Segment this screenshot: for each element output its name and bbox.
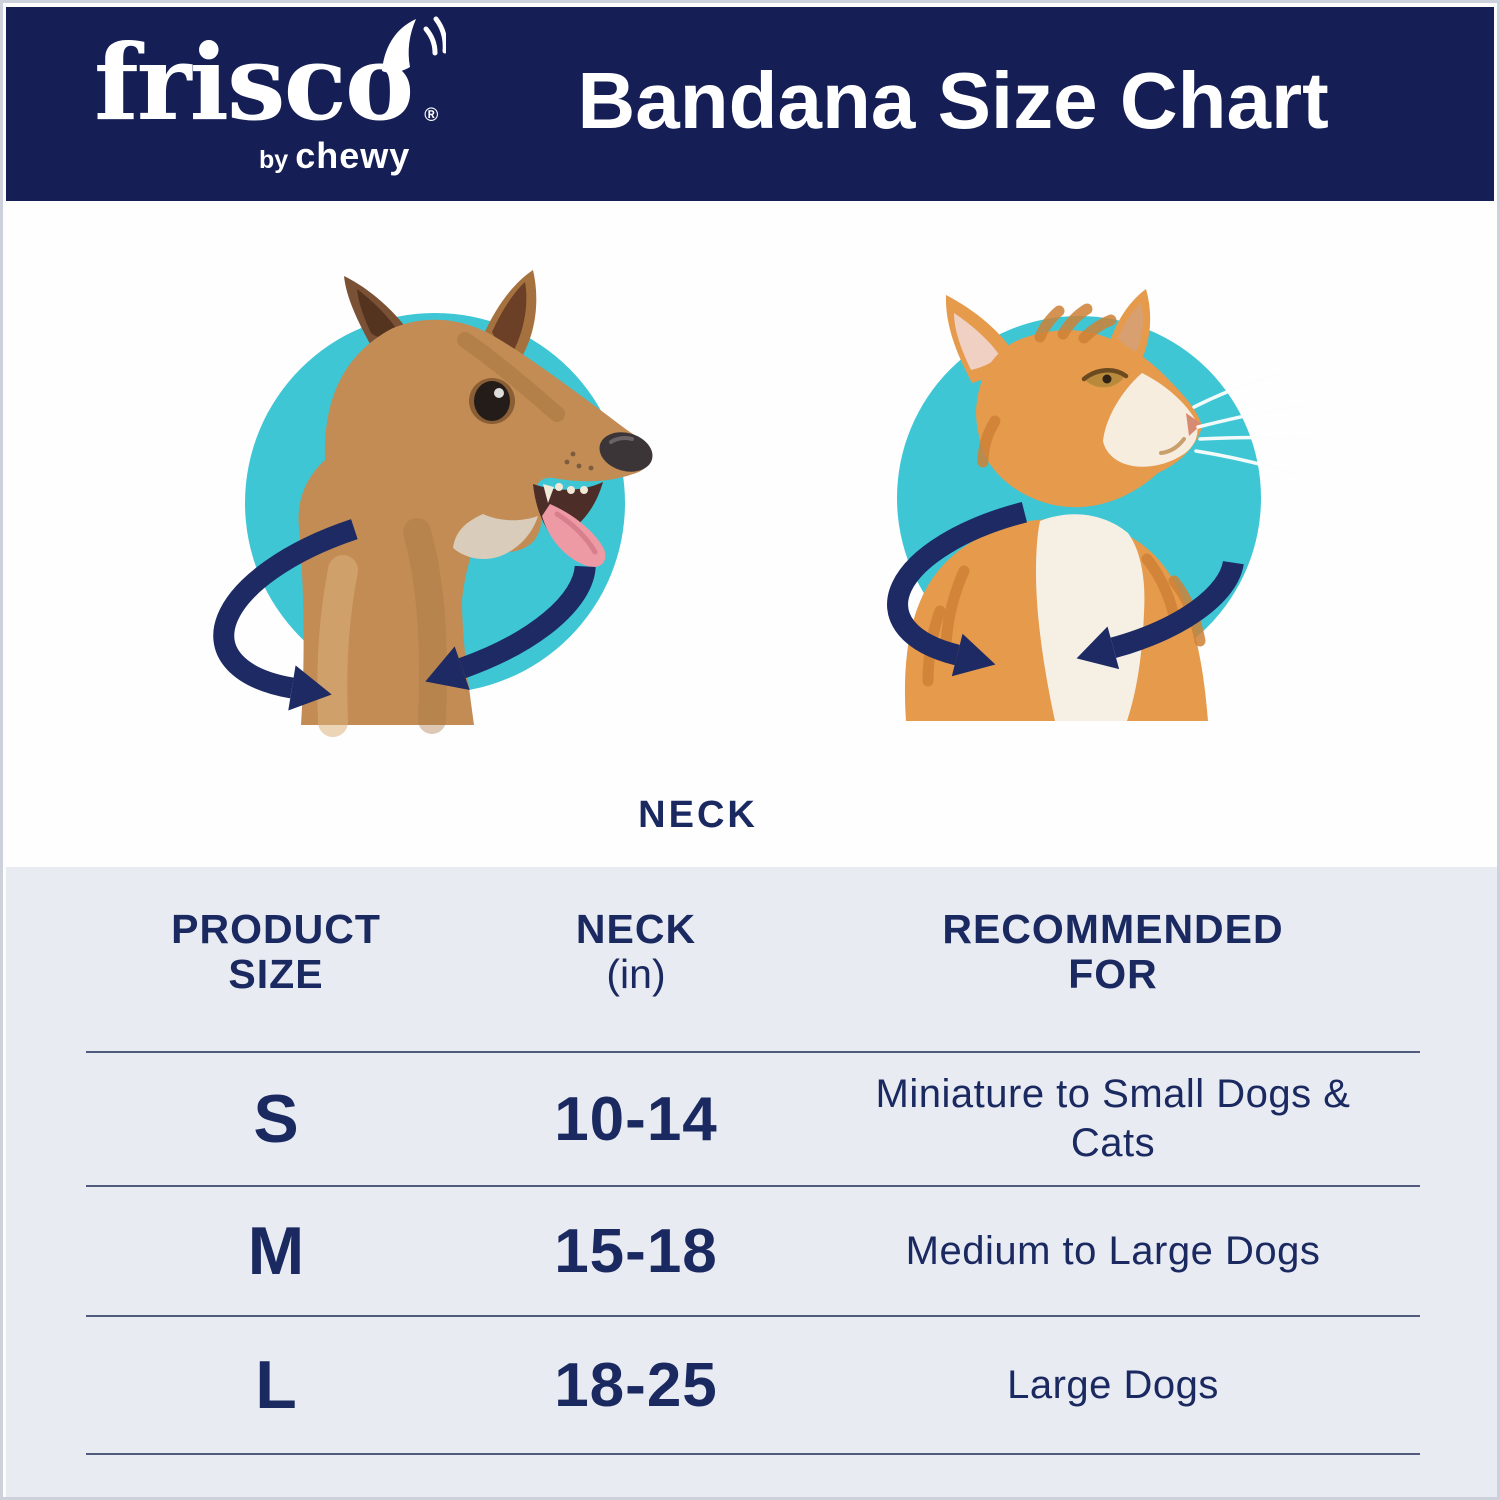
divider — [86, 1453, 1420, 1455]
cell-recommended-for: Large Dogs — [1007, 1362, 1219, 1407]
column-header-product-size: PRODUCT SIZE — [86, 907, 466, 997]
chewy-brand-text: chewy — [295, 135, 411, 176]
cell-recommended-for: Miniature to Small Dogs & Cats — [875, 1072, 1351, 1165]
frisco-tail-flick-icon — [382, 16, 447, 73]
dog-tongue — [542, 504, 606, 568]
cell-neck-range: 18-25 — [554, 1350, 718, 1420]
dog-photo-illustration — [213, 270, 653, 737]
dog-measure-figure: NECK — [165, 270, 755, 836]
cell-size: L — [255, 1347, 297, 1423]
divider — [86, 1315, 1420, 1317]
cell-recommended-for: Medium to Large Dogs — [905, 1228, 1321, 1273]
frisco-by-chewy-logo: frisco ® by chewy — [94, 16, 447, 177]
table-row-s: S 10-14 Miniature to Small Dogs & Cats — [86, 1053, 1420, 1185]
cat-photo-illustration — [887, 289, 1314, 721]
header: frisco ® by chewy Bandana Size Chart — [6, 7, 1494, 201]
table-row-m: M 15-18 Medium to Large Dogs — [86, 1187, 1420, 1315]
cat-measure-figure: NECK — [844, 281, 1324, 741]
header-line: RECOMMENDED — [942, 906, 1284, 952]
registered-trademark: ® — [424, 105, 439, 126]
by-chewy-byline: by chewy — [94, 135, 412, 177]
size-table: PRODUCT SIZE NECK (in) RECOMMENDED FOR S… — [6, 867, 1497, 1497]
dog-neck-label: NECK — [638, 794, 758, 836]
cell-size: S — [253, 1081, 299, 1157]
header-line: NECK — [575, 906, 697, 952]
table-row-l: L 18-25 Large Dogs — [86, 1317, 1420, 1453]
cat-head — [904, 289, 1314, 721]
cell-size: M — [247, 1213, 305, 1289]
neck-measure-arrows-icon — [887, 502, 1244, 677]
header-line: PRODUCT — [171, 906, 381, 952]
divider — [86, 1051, 1420, 1053]
cat-whiskers — [1192, 371, 1314, 477]
neck-measure-arrows-icon — [213, 519, 596, 711]
page-title: Bandana Size Chart — [577, 56, 1329, 145]
frisco-wordmark: frisco ® — [94, 16, 447, 135]
divider — [86, 1185, 1420, 1187]
dog-head — [298, 270, 653, 737]
column-header-neck-in: NECK (in) — [466, 907, 806, 997]
frisco-brand-text: frisco — [94, 21, 414, 144]
header-line-unit: (in) — [606, 951, 666, 997]
byline-by: by — [259, 146, 289, 174]
table-header-row: PRODUCT SIZE NECK (in) RECOMMENDED FOR — [86, 867, 1420, 1051]
cell-neck-range: 15-18 — [554, 1216, 718, 1286]
header-line: FOR — [1068, 951, 1158, 997]
cat-nose — [1186, 413, 1202, 436]
column-header-recommended-for: RECOMMENDED FOR — [806, 907, 1420, 997]
cell-neck-range: 10-14 — [554, 1084, 718, 1154]
header-line: SIZE — [228, 951, 324, 997]
measure-guide-section: NECK — [6, 204, 1497, 867]
